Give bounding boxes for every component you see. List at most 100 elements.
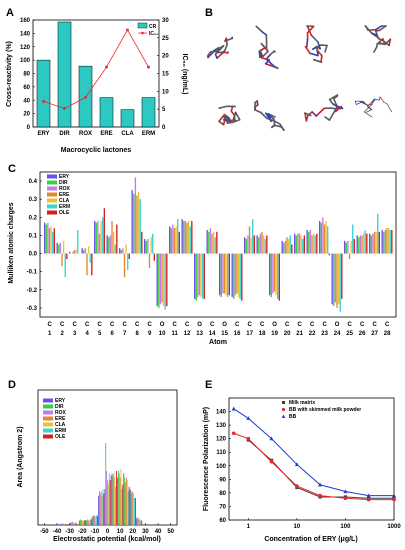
y-tick-label: 0 (27, 125, 31, 131)
y-tick-label: 0.1 (29, 233, 38, 239)
point-fp (366, 493, 371, 498)
molecule-conformer-icon (218, 105, 241, 126)
bar-charge (341, 253, 343, 299)
y-tick-label: -0.2 (27, 288, 38, 294)
bar-cr (120, 109, 135, 128)
bar-charge (270, 253, 272, 298)
bond (279, 123, 285, 131)
legend-label: DIR (55, 404, 64, 410)
bar-charge (81, 248, 83, 254)
bond (304, 45, 311, 55)
point-ic50 (126, 28, 129, 32)
legend-swatch (43, 428, 53, 433)
bar-charge (277, 253, 279, 299)
bar-charge (239, 253, 241, 299)
bar-charge (364, 230, 366, 254)
bond (259, 49, 264, 58)
bar-area (83, 520, 85, 525)
bar-charge (245, 239, 247, 254)
legend-ic50-marker (141, 31, 144, 35)
bond (366, 109, 372, 113)
bond (328, 94, 339, 101)
bond (306, 38, 309, 48)
legend-label: OLE (59, 210, 70, 216)
bar-charge (334, 253, 337, 303)
bond (233, 114, 236, 122)
bar-charge (311, 235, 313, 254)
bar-charge (162, 253, 165, 307)
point-fp (366, 497, 371, 502)
bar-area (138, 518, 140, 525)
legend-swatch (47, 210, 57, 215)
bond (383, 101, 388, 105)
bar-charge (269, 253, 271, 296)
bar-area (120, 468, 122, 525)
bar-charge (328, 253, 331, 256)
legend-swatch (43, 416, 53, 421)
bar-area (130, 491, 132, 525)
bond (309, 52, 319, 57)
y-tick-label: 140 (20, 31, 31, 37)
bar-charge (69, 251, 71, 254)
bar-charge (350, 240, 352, 254)
bar-area (126, 480, 128, 525)
bond (218, 105, 228, 109)
bar-charge (112, 231, 115, 254)
bar-area (119, 477, 121, 525)
bond (317, 41, 321, 50)
bar-charge (231, 253, 233, 298)
molecule-conformer-icon (207, 36, 234, 59)
bar-charge (177, 219, 179, 254)
bar-area (97, 516, 98, 525)
bar-charge (144, 239, 146, 254)
atom-label: C 21 (296, 322, 303, 337)
bar-charge (258, 237, 260, 254)
bar-area (72, 522, 74, 525)
point-fp (294, 462, 299, 467)
x-tick-label: 40 (155, 529, 162, 535)
bar-charge (203, 253, 206, 299)
y2-tick-label: 5 (162, 107, 166, 113)
bar-charge (119, 248, 121, 254)
bar-charge (202, 253, 204, 299)
bar-charge (187, 220, 190, 254)
bond (363, 103, 373, 113)
bar-charge (139, 199, 141, 254)
bar-charge (111, 220, 113, 254)
bar-charge (44, 222, 46, 254)
legend-cr-label: CR (149, 24, 157, 30)
bar-charge (300, 235, 302, 254)
atom-label: C 12 (184, 322, 191, 337)
category-label: CLA (121, 131, 134, 137)
bar-charge (358, 237, 360, 254)
bar-charge (172, 224, 174, 254)
bar-charge (102, 217, 104, 254)
bar-charge (325, 220, 327, 254)
bar-area (98, 491, 100, 525)
bond (378, 96, 381, 101)
bond (371, 32, 377, 36)
atom-label: C 26 (359, 322, 366, 337)
bar-area (131, 493, 133, 525)
bar-charge (223, 253, 226, 294)
bar-cr (57, 21, 72, 128)
bar-area (124, 477, 126, 525)
bar-area (137, 519, 139, 525)
point-ic50 (63, 107, 66, 110)
atom-label: C 14 (209, 322, 216, 337)
bar-charge (372, 233, 374, 254)
bar-area (122, 484, 124, 525)
bond (267, 113, 276, 118)
bar-charge (337, 253, 340, 305)
x-tick-label: -10 (91, 529, 100, 535)
legend-label: ERY (55, 398, 66, 404)
chart-c: Mulliken atomic charges Atom -0.3 -0.2 -0.… (8, 171, 397, 346)
bar-charge (127, 253, 129, 270)
x-tick-label: 10 (117, 529, 124, 535)
bar-charge (208, 231, 210, 254)
bar-charge (97, 220, 99, 254)
